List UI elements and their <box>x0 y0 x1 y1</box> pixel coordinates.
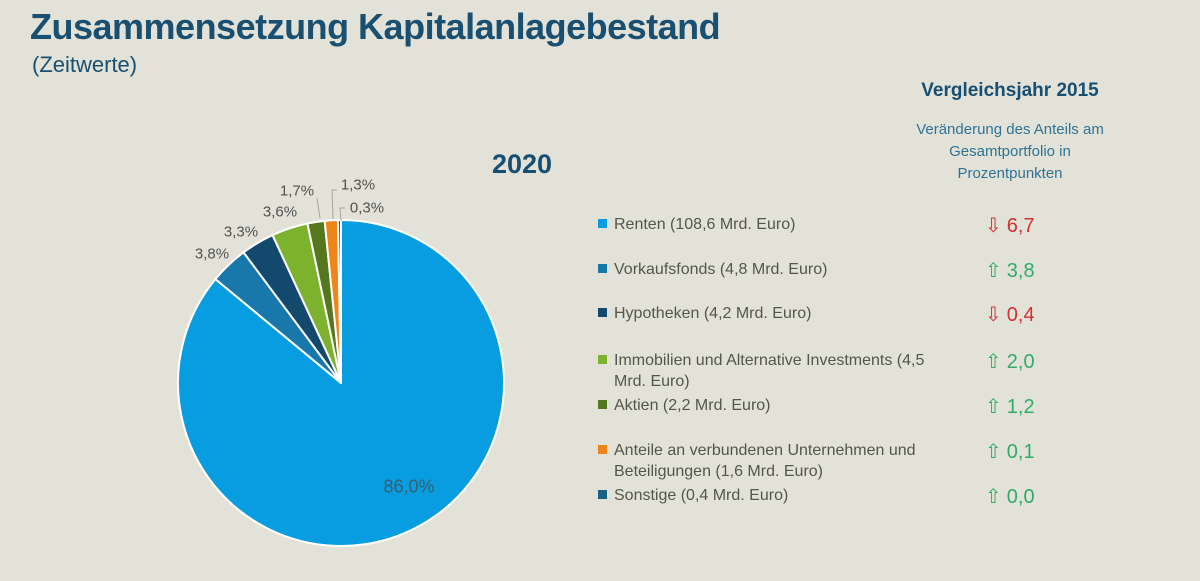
change-value: 2,0 <box>1006 351 1035 373</box>
change-value: 1,2 <box>1006 396 1035 418</box>
legend-item: Immobilien und Alternative Investments (… <box>598 350 950 392</box>
legend-item: Renten (108,6 Mrd. Euro) <box>598 214 950 235</box>
legend-item: Aktien (2,2 Mrd. Euro) <box>598 395 950 416</box>
slice-percent-label: 1,7% <box>279 182 315 200</box>
change-value: 0,0 <box>1006 486 1035 508</box>
change-value: 0,4 <box>1006 304 1035 326</box>
slice-percent-label: 0,3% <box>349 199 385 217</box>
slice-percent-label: 3,6% <box>262 203 298 221</box>
legend-swatch-icon <box>598 264 607 273</box>
comparison-title: Vergleichsjahr 2015 <box>921 80 1099 101</box>
chart-year-title: 2020 <box>491 149 553 179</box>
change-value: 3,8 <box>1006 260 1035 282</box>
slice-percent-label: 3,3% <box>223 223 259 241</box>
change-arrow-up-icon: ⇧ <box>985 349 1002 373</box>
change-item: ⇩ 6,7 <box>985 214 1065 237</box>
change-item: ⇧ 2,0 <box>985 350 1065 373</box>
legend-swatch-icon <box>598 490 607 499</box>
change-value: 6,7 <box>1006 215 1035 237</box>
page-subtitle: (Zeitwerte) <box>32 52 138 77</box>
legend-swatch-icon <box>598 445 607 454</box>
change-item: ⇩ 0,4 <box>985 303 1065 326</box>
slice-percent-label: 1,3% <box>340 176 376 194</box>
change-item: ⇧ 0,0 <box>985 485 1065 508</box>
legend-label: Immobilien und Alternative Investments (… <box>614 352 925 390</box>
change-arrow-up-icon: ⇧ <box>985 439 1002 463</box>
legend-label: Vorkaufsfonds (4,8 Mrd. Euro) <box>614 261 828 278</box>
legend-swatch-icon <box>598 219 607 228</box>
legend-item: Sonstige (0,4 Mrd. Euro) <box>598 485 950 506</box>
pie-chart <box>177 219 505 547</box>
legend-swatch-icon <box>598 355 607 364</box>
change-item: ⇧ 3,8 <box>985 259 1065 282</box>
change-item: ⇧ 0,1 <box>985 440 1065 463</box>
change-arrow-up-icon: ⇧ <box>985 394 1002 418</box>
legend-swatch-icon <box>598 400 607 409</box>
change-value: 0,1 <box>1006 441 1035 463</box>
change-arrow-down-icon: ⇩ <box>985 302 1002 326</box>
change-arrow-up-icon: ⇧ <box>985 258 1002 282</box>
slice-percent-label: 3,8% <box>194 245 230 263</box>
legend-label: Anteile an verbundenen Unternehmen und B… <box>614 442 916 480</box>
page-title: Zusammensetzung Kapitalanlagebestand <box>30 6 721 47</box>
legend-label: Hypotheken (4,2 Mrd. Euro) <box>614 305 812 322</box>
legend-label: Sonstige (0,4 Mrd. Euro) <box>614 487 789 504</box>
change-arrow-up-icon: ⇧ <box>985 484 1002 508</box>
comparison-description: Veränderung des Anteils am Gesamtportfol… <box>916 121 1104 182</box>
change-arrow-down-icon: ⇩ <box>985 213 1002 237</box>
legend-label: Renten (108,6 Mrd. Euro) <box>614 216 796 233</box>
legend-item: Hypotheken (4,2 Mrd. Euro) <box>598 303 950 324</box>
slice-percent-label: 86,0% <box>383 476 435 497</box>
change-item: ⇧ 1,2 <box>985 395 1065 418</box>
legend-label: Aktien (2,2 Mrd. Euro) <box>614 397 771 414</box>
legend-item: Vorkaufsfonds (4,8 Mrd. Euro) <box>598 259 950 280</box>
legend-swatch-icon <box>598 308 607 317</box>
legend-item: Anteile an verbundenen Unternehmen und B… <box>598 440 950 482</box>
